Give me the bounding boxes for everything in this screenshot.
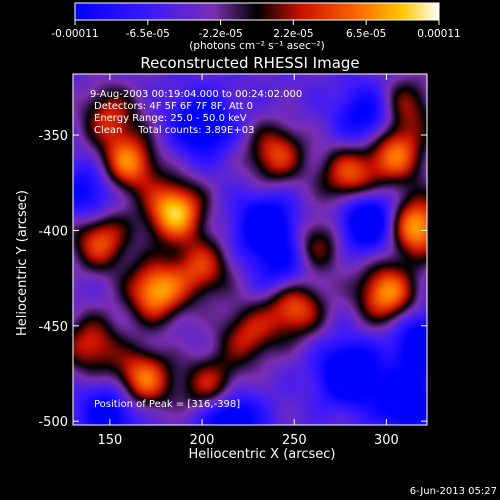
x-axis-title: Heliocentric X (arcsec) xyxy=(189,447,336,462)
colorbar-tick-label: -0.00011 xyxy=(51,28,98,40)
colorbar-tick-label: -6.5e-05 xyxy=(126,28,170,40)
colorbar-unit-label: (photons cm⁻² s⁻¹ asec⁻²) xyxy=(189,40,324,52)
y-axis-ticks: -350 -400 -450 -500 xyxy=(38,129,427,430)
x-tick-label: 300 xyxy=(374,433,399,448)
colorbar-tick-label: -2.2e-05 xyxy=(199,28,243,40)
colorbar xyxy=(74,2,440,21)
colorbar-tick-label: 6.5e-05 xyxy=(346,28,386,40)
colorbar-tick-label: 2.2e-05 xyxy=(273,28,313,40)
heatmap-image xyxy=(73,74,427,425)
plot-frame xyxy=(72,73,428,426)
chart-title: Reconstructed RHESSI Image xyxy=(140,54,359,72)
annotation-detectors: Detectors: 4F 5F 6F 7F 8F, Att 0 xyxy=(94,101,253,112)
y-tick-label: -500 xyxy=(38,415,68,430)
annotation-time-range: 9-Aug-2003 00:19:04.000 to 00:24:02.000 xyxy=(90,89,302,100)
annotation-energy: Energy Range: 25.0 - 50.0 keV xyxy=(94,113,247,124)
y-tick-label: -400 xyxy=(38,224,68,239)
annotation-peak: Position of Peak = [316,-398] xyxy=(94,399,240,410)
y-tick-label: -350 xyxy=(38,129,68,144)
x-tick-label: 250 xyxy=(282,433,307,448)
annotation-clean: Clean Total counts: 3.89E+03 xyxy=(94,125,254,136)
y-axis-title: Heliocentric Y (arcsec) xyxy=(15,190,30,336)
colorbar-tick-label: 0.00011 xyxy=(417,28,460,40)
y-tick-label: -450 xyxy=(38,320,68,335)
x-axis-ticks: 150 200 250 300 xyxy=(97,74,399,448)
x-tick-label: 200 xyxy=(190,433,215,448)
colorbar-ticks: -0.00011 -6.5e-05 -2.2e-05 2.2e-05 6.5e-05 0.… xyxy=(51,20,461,40)
date-stamp: 6-Jun-2013 05:27 xyxy=(410,486,497,497)
x-tick-label: 150 xyxy=(97,433,122,448)
